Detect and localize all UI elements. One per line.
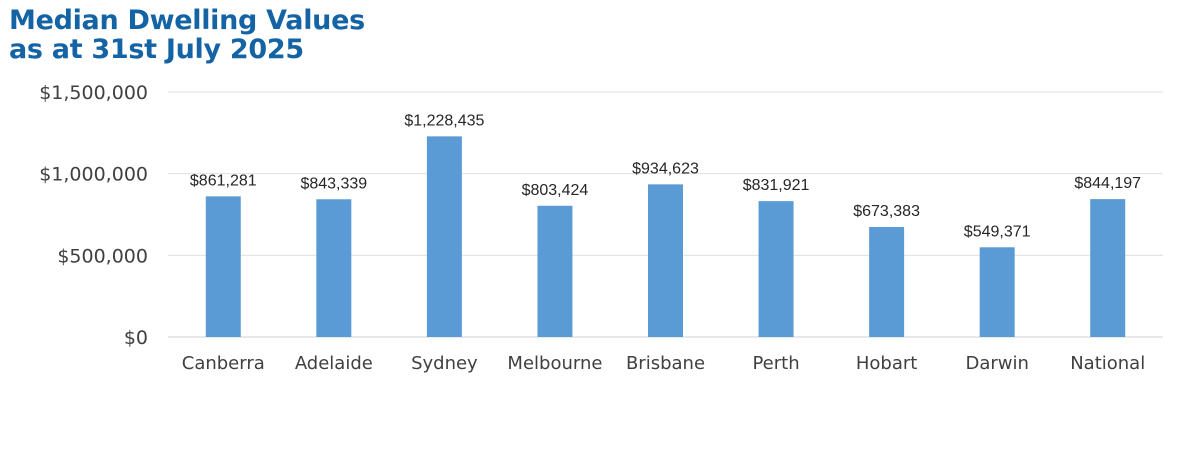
data-label: $831,921 — [743, 177, 810, 194]
title-line-1: Median Dwelling Values — [9, 5, 365, 36]
y-tick-label: $1,000,000 — [39, 164, 148, 186]
bar — [758, 201, 794, 337]
bar — [1090, 199, 1126, 337]
chart-title: Median Dwelling Values as at 31st July 2… — [9, 6, 365, 64]
x-tick-label: Sydney — [411, 353, 478, 374]
x-tick-label: Perth — [752, 353, 799, 374]
data-label: $844,197 — [1074, 175, 1141, 192]
x-tick-label: Darwin — [965, 353, 1028, 374]
bar — [316, 199, 352, 337]
data-label: $1,228,435 — [404, 112, 484, 129]
data-label: $843,339 — [300, 175, 367, 192]
x-tick-label: Adelaide — [295, 353, 373, 374]
title-line-2: as at 31st July 2025 — [9, 34, 304, 65]
bar — [537, 205, 573, 337]
y-tick-label: $1,500,000 — [39, 82, 148, 104]
x-tick-label: Brisbane — [626, 353, 705, 374]
data-label: $549,371 — [964, 223, 1031, 240]
x-tick-label: Melbourne — [507, 353, 602, 374]
data-label: $934,623 — [632, 160, 699, 177]
y-tick-label: $0 — [124, 327, 148, 349]
bar — [648, 184, 683, 337]
x-tick-label: Canberra — [182, 353, 265, 374]
x-tick-label: Hobart — [856, 353, 917, 374]
bar — [979, 247, 1015, 337]
bar — [869, 227, 905, 337]
bar — [205, 196, 241, 337]
data-label: $803,424 — [522, 182, 589, 199]
bar — [426, 136, 462, 337]
y-tick-label: $500,000 — [57, 245, 148, 267]
data-label: $861,281 — [190, 172, 257, 189]
x-tick-label: National — [1070, 353, 1145, 374]
data-label: $673,383 — [853, 203, 920, 220]
